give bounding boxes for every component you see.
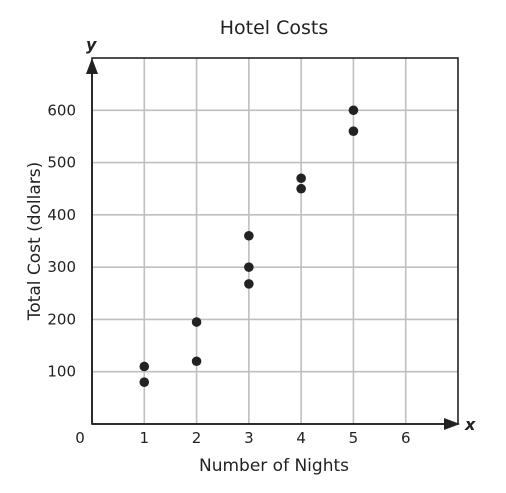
- x-tick-label: 6: [401, 429, 411, 447]
- data-point: [139, 361, 150, 372]
- x-axis-title: Number of Nights: [199, 456, 349, 476]
- chart-title: Hotel Costs: [220, 17, 329, 39]
- grid: [92, 58, 458, 424]
- data-point: [244, 230, 254, 241]
- axes: x y: [86, 35, 476, 434]
- data-point: [191, 356, 202, 367]
- data-point: [296, 183, 306, 194]
- data-point: [296, 173, 306, 184]
- data-point: [348, 126, 359, 136]
- x-axis-letter: x: [464, 415, 476, 434]
- y-axis-arrowhead: [86, 58, 98, 74]
- y-tick-label: 200: [47, 310, 76, 328]
- x-tick-label: 2: [192, 429, 202, 447]
- y-tick-label: 300: [47, 258, 76, 276]
- y-tick-label: 400: [47, 206, 76, 224]
- y-axis-title: Total Cost (dollars): [25, 162, 45, 321]
- x-axis-arrowhead: [444, 418, 460, 430]
- x-tick-label: 3: [244, 429, 254, 447]
- x-tick-label: 4: [296, 429, 306, 447]
- y-axis-letter: y: [86, 35, 97, 54]
- origin-label: 0: [75, 429, 85, 447]
- data-point: [244, 279, 254, 289]
- y-tick-label: 600: [47, 101, 76, 119]
- y-tick-label: 100: [47, 363, 76, 381]
- x-tick-label: 5: [349, 429, 359, 447]
- x-tick-label: 1: [140, 429, 150, 447]
- data-point: [139, 377, 150, 387]
- y-tick-label: 500: [47, 154, 76, 172]
- x-tick-labels: 1 2 3 4 5 6: [140, 429, 411, 447]
- data-point: [244, 262, 254, 272]
- data-point: [348, 105, 359, 116]
- data-point: [191, 317, 202, 327]
- data-points: [139, 105, 359, 387]
- y-tick-labels: 100 200 300 400 500 600: [47, 101, 76, 380]
